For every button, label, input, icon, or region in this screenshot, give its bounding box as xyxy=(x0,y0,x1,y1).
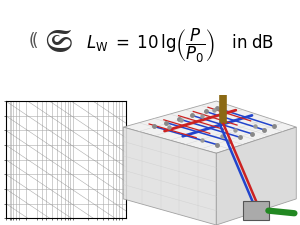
Text: $L_{\rm W}\;=\;10\,\lg\!\left(\dfrac{P}{P_0}\right)\quad\mathrm{in\;dB}$: $L_{\rm W}\;=\;10\,\lg\!\left(\dfrac{P}{… xyxy=(86,27,274,65)
Text: $\mathrm{(\!(}$: $\mathrm{(\!(}$ xyxy=(28,31,38,50)
Polygon shape xyxy=(216,127,296,225)
Polygon shape xyxy=(123,101,296,153)
Polygon shape xyxy=(123,127,216,225)
FancyBboxPatch shape xyxy=(243,201,269,220)
Text: $\mathfrak{S}$: $\mathfrak{S}$ xyxy=(44,27,73,58)
